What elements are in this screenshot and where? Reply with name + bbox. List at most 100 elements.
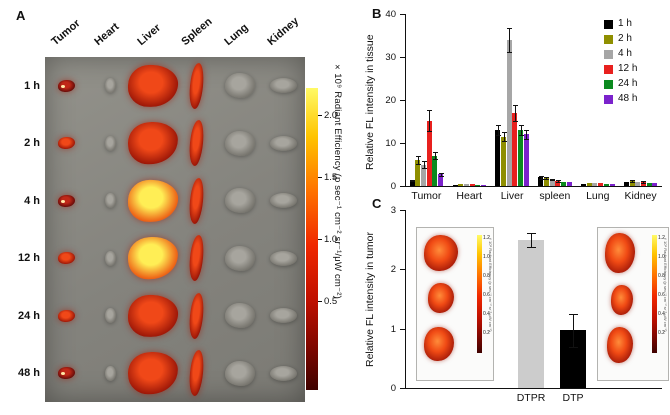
bar-24h-Heart (475, 184, 481, 186)
organ-column-label: Kidney (265, 15, 302, 48)
panel-b-label: B (372, 6, 382, 21)
bar-48h-Kidney (652, 183, 658, 186)
organ-blob-kidney (269, 78, 297, 94)
error-bar-cap (630, 182, 636, 184)
legend-swatch-1h (604, 20, 613, 29)
organ-blob-tumor (58, 79, 76, 92)
bar-48h-Liver (523, 134, 529, 186)
error-bar-cap (421, 161, 427, 163)
organ-blob-tumor (58, 137, 76, 150)
inset-tumor-image (424, 327, 454, 361)
panel-a-label: A (16, 8, 26, 23)
organ-blob-kidney (269, 135, 297, 151)
bar-1h-Kidney (623, 182, 629, 186)
error-bar (417, 156, 419, 165)
error-bar (520, 124, 522, 136)
error-bar (531, 232, 532, 247)
tumor-hotspot (61, 84, 66, 88)
error-bar (503, 132, 505, 141)
error-bar-cap (501, 132, 507, 134)
panelC-y-axis-title: Relative FL intensity in tumor (364, 232, 376, 368)
bar-2h-Heart (458, 184, 464, 186)
error-bar-cap (555, 182, 561, 184)
panelC-y-tick (400, 210, 405, 211)
inset-colorbar-label: 1.2 (483, 235, 490, 241)
legend-swatch-2h (604, 35, 613, 44)
bar-48h-spleen (566, 182, 572, 186)
bar-24h-Tumor (432, 155, 438, 186)
inset-tumor-image (428, 283, 454, 313)
bar-2h-Kidney (629, 181, 635, 186)
panel-c-label: C (372, 196, 382, 211)
organ-blob-lung (225, 245, 255, 271)
colorbar-tick-label: 1.0 (324, 234, 338, 245)
organ-column-label: Tumor (48, 17, 83, 48)
bar-4h-spleen (549, 179, 555, 186)
error-bar-cap (410, 179, 416, 181)
legend-label: 48 h (618, 93, 638, 104)
legend-swatch-24h (604, 80, 613, 89)
error-bar-cap (630, 180, 636, 182)
bar-12h-Lung (598, 182, 604, 186)
organ-blob-kidney (269, 250, 297, 266)
organ-column-label: Liver (135, 21, 164, 48)
bar-2h-Liver (501, 136, 507, 186)
panelC-y-axis (405, 210, 406, 388)
bar-12h-Kidney (640, 181, 646, 186)
organ-blob-heart (104, 250, 116, 266)
tumor-hotspot (61, 199, 66, 203)
panelC-category-label: DTP (562, 392, 584, 404)
inset-colorbar-title: ×10⁹ Radiant Efficiency (p sec⁻¹ cm⁻² sr… (488, 236, 493, 332)
error-bar-cap (438, 176, 444, 178)
organ-blob-lung (225, 130, 255, 156)
panelC-y-tick (400, 388, 405, 389)
error-bar-cap (507, 51, 513, 53)
panelC-y-tick (400, 328, 405, 330)
inset-tumor-image (605, 233, 635, 273)
error-bar-cap (544, 179, 550, 181)
error-bar-cap (432, 152, 438, 154)
colorbar-tick-label: 2.0 (324, 110, 338, 121)
organ-imaging-photo (45, 57, 305, 402)
panelB-category-label: Lung (586, 190, 610, 202)
bar-24h-Liver (518, 130, 524, 186)
radiant-efficiency-colorbar (306, 88, 318, 390)
panelC-y-tick-label: 2 (390, 264, 396, 276)
bar-24h-Lung (603, 183, 609, 186)
error-bar (440, 172, 442, 177)
organ-blob-heart (104, 135, 116, 151)
panelB-category-label: Heart (456, 190, 483, 202)
legend-label: 1 h (618, 18, 632, 29)
bar-4h-Lung (592, 183, 598, 186)
legend-label: 2 h (618, 33, 632, 44)
inset-colorbar (477, 235, 482, 353)
bar-1h-spleen (538, 177, 544, 186)
organ-blob-kidney (269, 365, 297, 381)
error-bar-cap (518, 135, 524, 137)
inset-colorbar-label: 1.0 (658, 254, 665, 260)
bar-1h-Lung (581, 183, 586, 186)
error-bar (514, 105, 516, 121)
tumor-hotspot (61, 372, 66, 376)
organ-blob-heart (104, 365, 116, 381)
error-bar-cap (432, 159, 438, 161)
bar-4h-Liver (506, 39, 512, 186)
colorbar-tick-label: 0.5 (324, 296, 338, 307)
legend-swatch-48h (604, 95, 613, 104)
organ-blob-lung (225, 73, 255, 99)
panelB-y-tick (400, 57, 405, 58)
inset-tumor-image (611, 285, 633, 315)
organ-blob-lung (225, 188, 255, 214)
panelC-y-tick-label: 1 (390, 323, 396, 335)
inset-colorbar-label: 0.2 (658, 330, 665, 336)
inset-tumor-image (607, 327, 633, 363)
panelC-y-tick (400, 269, 405, 271)
error-bar (540, 176, 542, 179)
error-bar-cap (427, 130, 433, 132)
timepoint-label: 1 h (24, 79, 40, 92)
colorbar-title: ×10⁹ Radiant Efficiency (p sec⁻¹ cm⁻² sr… (332, 62, 343, 299)
error-bar-cap (527, 246, 536, 248)
error-bar-cap (550, 180, 556, 182)
organ-blob-tumor (58, 194, 76, 207)
